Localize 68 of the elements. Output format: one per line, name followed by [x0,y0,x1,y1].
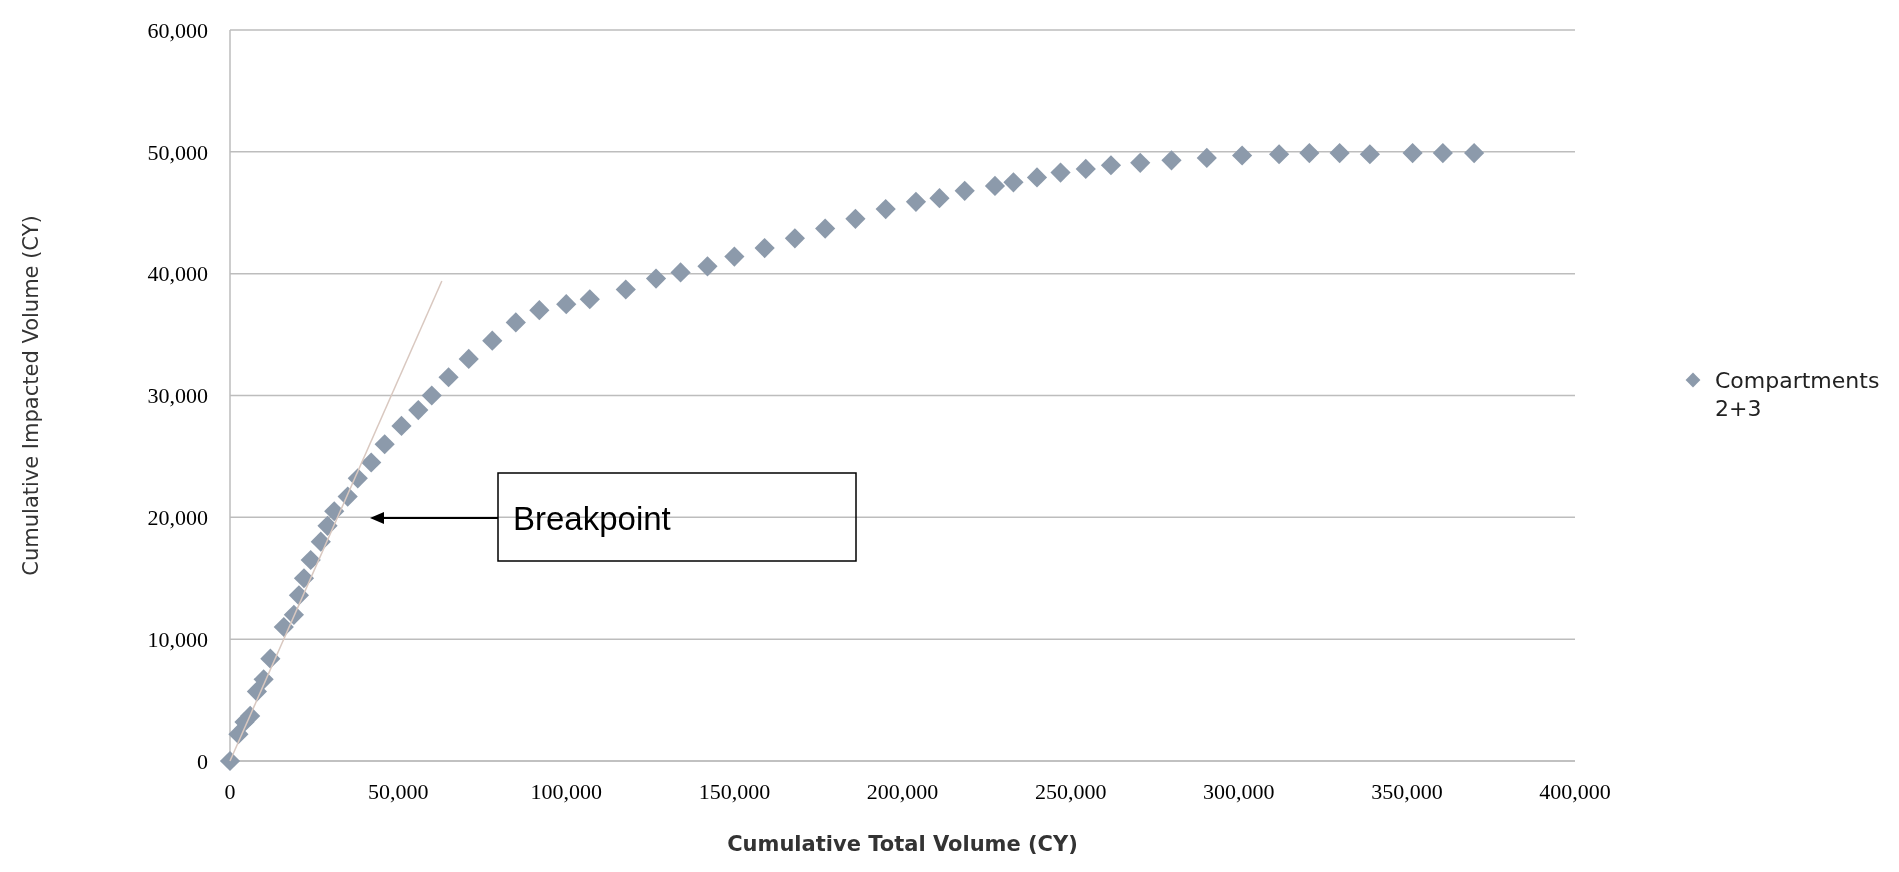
x-tick-label: 50,000 [367,779,429,804]
point [1432,142,1453,164]
point [300,549,321,571]
point [1359,144,1380,165]
x-tick-label: 350,000 [1371,779,1443,804]
point [784,228,805,249]
y-tick-label: 50,000 [147,139,208,165]
y-tick-label: 30,000 [147,383,208,409]
y-tick-label: 20,000 [147,505,208,531]
x-tick-label: 150,000 [698,779,771,804]
point [815,218,836,239]
point [579,289,600,310]
point [954,180,975,201]
point [310,531,331,552]
point [875,199,896,220]
point [845,208,866,229]
point [408,400,429,421]
point [293,568,315,589]
point [929,188,950,209]
x-tick-label: 300,000 [1203,779,1275,804]
point [1050,162,1071,183]
point [1161,150,1182,171]
point [1196,147,1217,169]
y-tick-label: 10,000 [147,626,208,652]
point [984,175,1006,197]
point [391,415,412,437]
point [754,237,775,259]
point [1130,152,1151,173]
point [615,279,636,300]
y-tick-label: 60,000 [147,17,208,43]
y-tick-label: 40,000 [147,261,208,287]
x-tick-label: 0 [224,779,236,804]
point [361,452,382,473]
point [1402,142,1423,164]
point [317,515,338,536]
y-tick-label: 0 [197,748,208,774]
point [324,501,345,522]
point [1232,145,1253,166]
point [482,330,503,351]
x-tick-label: 400,000 [1539,779,1611,804]
legend-label: Compartments 2+3 [1715,367,1880,422]
point [438,367,459,388]
point [697,256,718,277]
point [1003,172,1024,193]
point [724,246,745,267]
point [1299,142,1320,164]
point [1075,158,1096,179]
point [529,300,550,321]
x-tick-label: 250,000 [1034,779,1107,804]
annotation: Breakpoint [513,499,671,537]
point [458,348,479,370]
point [556,294,577,315]
point [505,312,526,333]
point [1026,167,1048,188]
point [1269,144,1290,165]
point [905,191,927,212]
point [219,750,241,772]
point [1100,155,1122,176]
x-tick-label: 200,000 [866,779,939,804]
point [1464,142,1485,164]
x-axis-title: Cumulative Total Volume (CY) [727,832,1078,856]
point [645,268,667,289]
y-axis-title: Cumulative Impacted Volume (CY) [19,215,43,576]
point [421,385,442,406]
point [1329,142,1350,164]
point [670,262,691,283]
x-tick-label: 100,000 [530,779,602,804]
point [374,434,395,455]
